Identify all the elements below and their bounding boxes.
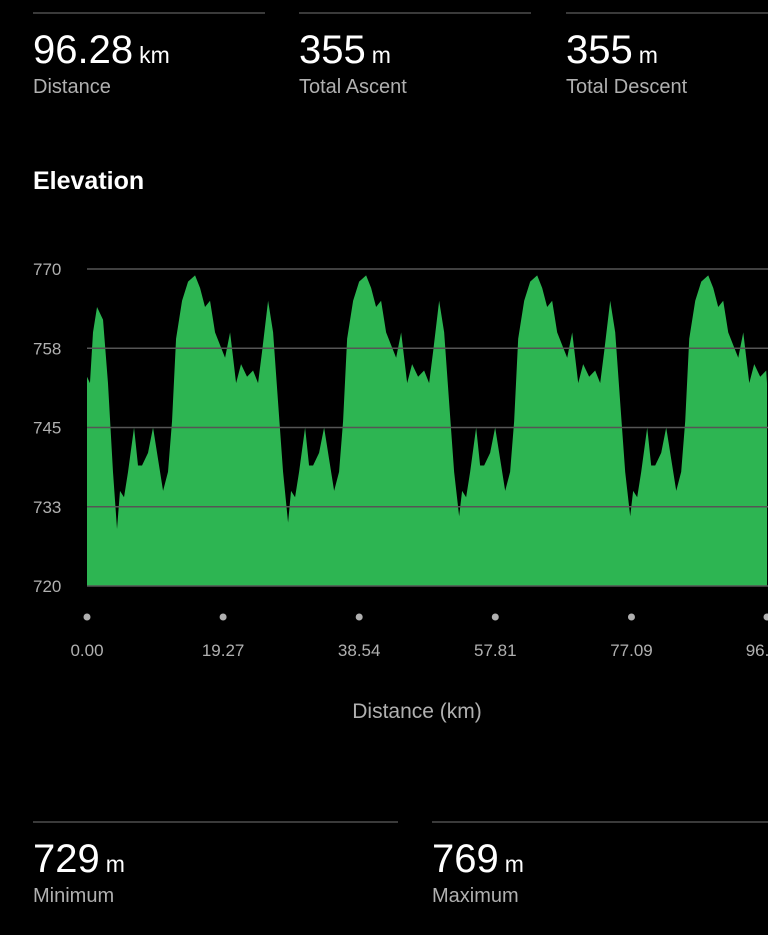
y-tick-label: 758 [33,339,61,358]
stat-value: 96.28 km [33,28,170,73]
x-tick-dot [627,613,635,621]
unit: m [504,851,524,877]
stat-distance: 96.28 km Distance [33,12,265,104]
x-tick-dot [491,613,499,621]
stat-label: Distance [33,76,111,98]
value: 769 [432,837,499,881]
stat-value: 769 m [432,837,524,882]
elevation-area [87,275,767,586]
x-tick-dot [355,613,363,621]
value: 355 [299,28,366,72]
x-tick-label: 38.54 [338,641,381,660]
unit: m [105,851,125,877]
y-tick-label: 770 [33,260,61,279]
stat-minimum: 729 m Minimum [33,821,398,913]
stat-ascent: 355 m Total Ascent [299,12,531,104]
x-tick-label: 57.81 [474,641,517,660]
x-tick-dot [763,613,768,621]
x-tick-label: 77.09 [610,641,653,660]
stat-label: Maximum [432,885,519,907]
y-tick-label: 745 [33,419,61,438]
stat-label: Total Ascent [299,76,407,98]
stat-label: Total Descent [566,76,688,98]
chart-title: Elevation [33,167,145,195]
stat-value: 355 m [566,28,658,73]
x-axis-title: Distance (km) [352,700,482,723]
stat-value: 729 m [33,837,125,882]
x-tick-dot [219,613,227,621]
stat-descent: 355 m Total Descent [566,12,768,104]
y-tick-label: 720 [33,577,61,596]
x-tick-label: 96.28 [746,641,768,660]
value: 355 [566,28,633,72]
stat-value: 355 m [299,28,391,73]
value: 729 [33,837,100,881]
stat-maximum: 769 m Maximum [432,821,768,913]
unit: m [638,42,658,68]
x-tick-label: 0.00 [70,641,103,660]
value: 96.28 [33,28,134,72]
unit: m [371,42,391,68]
x-tick-label: 19.27 [202,641,245,660]
y-tick-label: 733 [33,498,61,517]
unit: km [139,42,170,68]
stat-label: Minimum [33,885,115,907]
x-tick-dot [83,613,91,621]
